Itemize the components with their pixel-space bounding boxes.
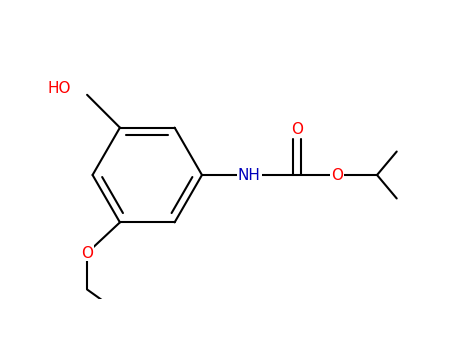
Text: O: O bbox=[81, 245, 93, 260]
Text: O: O bbox=[331, 168, 343, 182]
Text: HO: HO bbox=[47, 82, 71, 97]
Text: O: O bbox=[291, 121, 303, 136]
Text: NH: NH bbox=[238, 168, 261, 182]
